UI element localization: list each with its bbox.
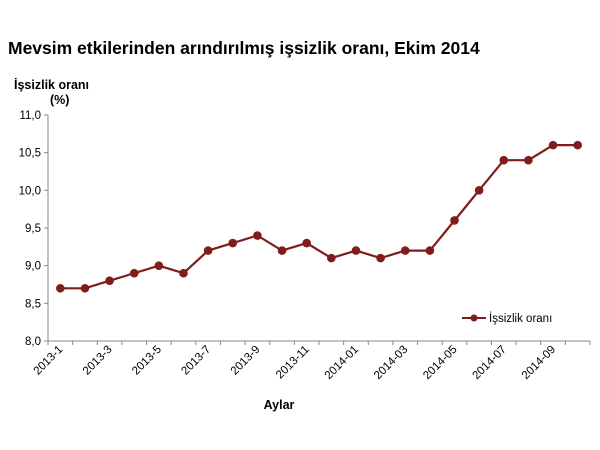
y-tick-label: 10,5 [19, 148, 41, 160]
y-tick-label: 8,5 [25, 298, 41, 310]
x-axis-title: Aylar [264, 398, 295, 412]
x-tick-label: 2014-03 [372, 344, 410, 382]
data-point [277, 246, 287, 255]
data-point [56, 283, 65, 293]
x-tick-label: 2014-05 [421, 344, 459, 382]
y-axis-title-line2: (%) [50, 93, 69, 107]
data-point [179, 268, 188, 278]
x-tick-label: 2014-07 [471, 344, 509, 382]
data-point [499, 155, 509, 165]
x-tick-label: 2013-5 [130, 344, 164, 378]
data-point [80, 283, 90, 293]
y-tick-label: 8,0 [25, 336, 41, 348]
y-tick-label: 9,5 [25, 223, 41, 235]
legend-marker [470, 314, 478, 322]
data-point [425, 246, 435, 255]
data-point [327, 253, 336, 263]
chart-title: Mevsim etkilerinden arındırılmış işsizli… [8, 38, 480, 58]
series-line [60, 144, 578, 290]
x-tick-label: 2014-09 [520, 344, 558, 382]
data-point [203, 246, 213, 255]
data-point [154, 261, 164, 270]
data-point [351, 246, 361, 255]
data-point [253, 231, 262, 240]
y-tick-label: 10,0 [19, 185, 41, 197]
y-tick-label: 11,0 [19, 110, 41, 122]
x-tick-label: 2013-9 [229, 344, 263, 378]
data-point [228, 238, 238, 248]
x-tick-label: 2013-1 [32, 344, 66, 378]
data-point [474, 186, 484, 195]
y-axis-title-line1: İşsizlik oranı [14, 77, 89, 92]
data-point [548, 140, 558, 150]
data-point [573, 140, 582, 150]
data-point [129, 268, 139, 278]
x-tick-label: 2013-3 [81, 344, 115, 378]
plot-area: 8,0 8,5 9,0 9,5 10,0 10,5 11,0 2013-1 2013-3 2013… [19, 110, 591, 382]
data-point [450, 216, 459, 225]
data-point [302, 238, 311, 248]
data-point [105, 276, 114, 286]
x-tick-label: 2014-01 [323, 344, 361, 382]
y-tick-label: 9,0 [25, 261, 41, 273]
x-tick-label: 2013-11 [274, 344, 312, 382]
data-point [524, 155, 533, 165]
legend: İşsizlik oranı [462, 312, 552, 325]
x-tick-label: 2013-7 [179, 344, 213, 378]
legend-label: İşsizlik oranı [489, 312, 552, 325]
data-point [376, 253, 385, 263]
data-point [400, 246, 410, 255]
